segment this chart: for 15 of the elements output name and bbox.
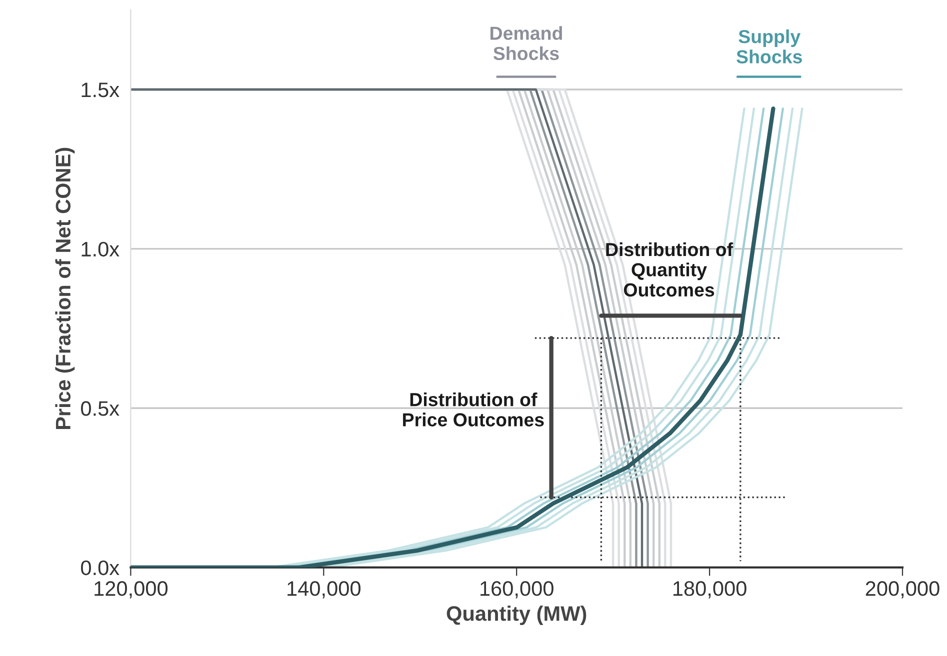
x-tick-label: 160,000 bbox=[480, 581, 554, 598]
x-tick-label: 120,000 bbox=[94, 581, 168, 598]
annotation: Distribution of Quantity Outcomes bbox=[606, 242, 734, 297]
y-tick-label: 0.5x bbox=[81, 401, 120, 416]
y-tick-label: 1.0x bbox=[82, 242, 120, 257]
x-tick-label: 200,000 bbox=[866, 581, 940, 598]
x-axis-title: Quantity (MW) bbox=[446, 606, 586, 626]
annotation: Demand Shocks bbox=[490, 26, 562, 60]
annotation: Supply Shocks bbox=[736, 29, 802, 64]
x-tick-label: 180,000 bbox=[673, 581, 746, 598]
annotation: Distribution of Price Outcomes bbox=[403, 392, 544, 426]
y-tick-label: 0.0x bbox=[81, 560, 120, 576]
y-axis-title: Price (Fraction of Net CONE) bbox=[55, 148, 75, 430]
x-tick-label: 140,000 bbox=[288, 581, 360, 598]
y-tick-label: 1.5x bbox=[82, 82, 120, 98]
